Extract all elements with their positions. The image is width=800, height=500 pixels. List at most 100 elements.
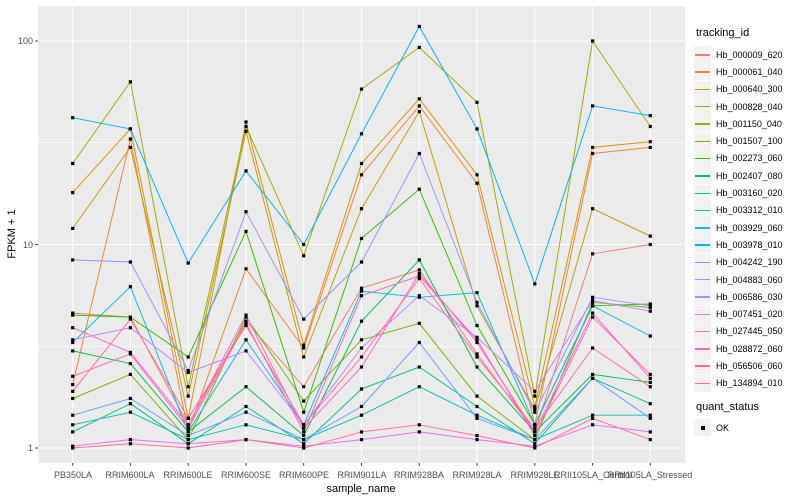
legend-item-label: Hb_134894_010	[716, 378, 783, 389]
data-point	[71, 340, 75, 345]
data-point	[359, 319, 364, 323]
legend-item-label: Hb_000640_300	[716, 84, 783, 95]
data-point	[128, 372, 132, 376]
data-point	[359, 173, 364, 177]
data-point	[475, 416, 479, 420]
data-point	[71, 374, 75, 378]
data-point	[417, 365, 421, 369]
data-point	[71, 389, 75, 393]
x-tick-label: PB350LA	[53, 470, 93, 480]
data-point	[359, 413, 364, 417]
legend-item-label: Hb_003929_060	[716, 222, 783, 233]
data-point	[244, 438, 248, 442]
data-point	[244, 423, 248, 427]
series-points-Hb_028872_060	[71, 274, 652, 438]
data-point	[186, 434, 190, 438]
data-point	[533, 282, 537, 286]
data-point	[475, 291, 479, 295]
data-point	[359, 289, 364, 293]
legend-item-Hb_007451_020: Hb_007451_020	[694, 305, 800, 323]
data-point	[359, 207, 364, 211]
data-point	[244, 129, 248, 133]
legend-item-Hb_002273_060: Hb_002273_060	[694, 149, 800, 167]
legend-key-icon	[694, 305, 711, 323]
data-point	[128, 145, 132, 149]
data-point	[648, 438, 652, 442]
data-point	[417, 104, 421, 108]
data-point	[417, 187, 421, 191]
data-point	[302, 346, 306, 350]
legend-item-Hb_006586_030: Hb_006586_030	[694, 288, 800, 306]
legend-items: Hb_000009_620 Hb_000061_040 Hb_000640_300 H…	[694, 46, 800, 392]
data-point	[186, 423, 190, 427]
data-point	[128, 260, 132, 264]
data-point	[302, 438, 306, 442]
data-point	[244, 349, 248, 353]
data-point	[128, 317, 132, 321]
data-point	[648, 380, 652, 384]
data-point	[244, 229, 248, 233]
x-tick-label: RRII105LA_Stressed	[607, 470, 693, 480]
y-axis-title: FPKM + 1	[6, 209, 18, 259]
legend-item-Hb_003978_010: Hb_003978_010	[694, 236, 800, 254]
data-point	[648, 376, 652, 380]
legend-item-label: Hb_000828_040	[716, 101, 783, 112]
data-point	[591, 39, 595, 43]
data-point	[533, 442, 537, 446]
data-point	[359, 338, 364, 342]
data-point	[128, 315, 132, 319]
data-point	[186, 370, 190, 375]
data-point	[302, 254, 306, 258]
legend-item-Hb_004883_060: Hb_004883_060	[694, 271, 800, 288]
data-point	[475, 127, 479, 131]
data-point	[417, 277, 421, 281]
data-point	[359, 387, 364, 391]
data-point	[302, 317, 306, 321]
data-point	[359, 161, 364, 166]
data-point	[128, 438, 132, 442]
data-point	[244, 323, 248, 328]
data-point	[648, 309, 652, 313]
data-point	[244, 315, 248, 319]
legend-item-Hb_000828_040: Hb_000828_040	[694, 98, 800, 116]
data-point	[71, 413, 75, 417]
series-points-Hb_056506_060	[71, 277, 652, 430]
legend-item-label: Hb_027445_050	[716, 326, 783, 337]
data-point	[244, 404, 248, 409]
data-point	[71, 423, 75, 427]
data-point	[244, 124, 248, 129]
quant-legend-items: OK	[694, 419, 800, 437]
data-point	[128, 326, 132, 330]
data-point	[475, 413, 479, 417]
data-point	[359, 132, 364, 136]
data-point	[533, 407, 537, 411]
legend-item-label: Hb_004242_190	[716, 257, 783, 268]
x-tick-label: RRIM600LA	[105, 470, 155, 480]
legend-item-Hb_028872_060: Hb_028872_060	[694, 340, 800, 358]
data-point	[533, 404, 537, 409]
data-point	[71, 191, 75, 195]
legend-item-Hb_134894_010: Hb_134894_010	[694, 374, 800, 392]
data-point	[128, 352, 132, 356]
data-point	[302, 444, 306, 448]
data-point	[648, 372, 652, 376]
data-point	[359, 286, 364, 290]
legend-item-label: Hb_056506_060	[716, 360, 783, 371]
data-point	[359, 87, 364, 91]
data-point	[302, 426, 306, 430]
data-point	[591, 151, 595, 156]
data-point	[475, 434, 479, 438]
legend-item-label: Hb_002407_080	[716, 170, 783, 181]
data-point	[648, 145, 652, 149]
data-point	[648, 334, 652, 338]
y-tick-label: 100	[17, 36, 33, 46]
data-point	[186, 438, 190, 442]
quant-item-label: OK	[716, 422, 730, 433]
legend-item-label: Hb_007451_020	[716, 309, 783, 320]
data-point	[244, 313, 248, 317]
data-point	[302, 446, 306, 450]
data-point	[71, 396, 75, 401]
data-point	[591, 416, 595, 420]
